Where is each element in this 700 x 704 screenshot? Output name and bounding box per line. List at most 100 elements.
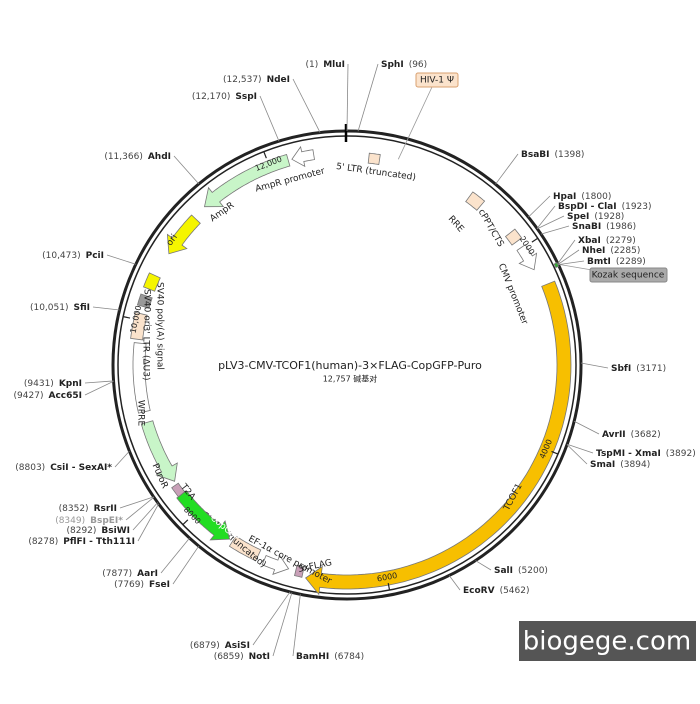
enzyme-label: BspDI - ClaI (1923)	[558, 202, 652, 212]
feature-label: SV40 ori	[142, 289, 152, 327]
ruler-tick	[123, 316, 131, 319]
enzyme-name: BspDI - ClaI	[558, 202, 617, 212]
enzyme-name: KpnI	[59, 379, 82, 389]
enzyme-name: PflFI - Tth111I	[63, 537, 135, 547]
enzyme-name: SnaBI	[572, 222, 601, 232]
enzyme-leader	[84, 380, 114, 384]
enzyme-leader	[252, 591, 291, 646]
enzyme-label: SphI (96)	[381, 60, 427, 70]
enzyme-label: NheI (2285)	[582, 246, 640, 256]
enzyme-leader	[495, 153, 519, 185]
enzyme-name: XbaI	[578, 236, 601, 246]
ruler-tick	[263, 151, 267, 159]
enzyme-position: (11,366)	[104, 152, 143, 162]
enzyme-position: (6784)	[334, 652, 364, 662]
enzyme-label: (9427) Acc65I	[14, 391, 82, 401]
enzyme-name: NheI	[582, 246, 605, 256]
enzyme-label: BmtI (2289)	[587, 257, 646, 267]
enzyme-label: AvrII (3682)	[602, 430, 661, 440]
enzyme-position: (10,051)	[30, 303, 69, 313]
enzyme-position: (6859)	[214, 652, 244, 662]
enzyme-name: SfiI	[73, 303, 90, 313]
enzyme-leader	[557, 239, 576, 264]
ruler-tick	[551, 450, 559, 455]
enzyme-leader	[84, 380, 114, 396]
enzyme-label: (10,051) SfiI	[30, 303, 90, 313]
enzyme-leader	[119, 496, 154, 509]
enzyme-position: (8278)	[28, 537, 58, 547]
enzyme-position: (96)	[409, 60, 427, 70]
feature-label: SV40 poly(A) signal	[155, 282, 165, 370]
enzyme-name: BmtI	[587, 257, 611, 267]
enzyme-leader	[566, 444, 588, 465]
callout-box	[415, 72, 459, 88]
enzyme-name: AvrII	[602, 430, 626, 440]
enzyme-position: (12,537)	[223, 75, 262, 85]
enzyme-name: BamHI	[296, 652, 329, 662]
enzyme-name: BsiWI	[101, 526, 130, 536]
enzyme-name: SspI	[235, 92, 257, 102]
enzyme-leader	[292, 594, 301, 657]
callout-line	[558, 263, 593, 271]
enzyme-position: (5462)	[500, 586, 530, 596]
enzyme-position: (2285)	[610, 246, 640, 256]
enzyme-name: AhdI	[148, 152, 171, 162]
enzyme-position: (1923)	[622, 202, 652, 212]
enzyme-label: SnaBI (1986)	[572, 222, 636, 232]
enzyme-leader	[292, 78, 321, 133]
enzyme-label: (12,170) SspI	[192, 92, 257, 102]
enzyme-label: SmaI (3894)	[590, 460, 650, 470]
enzyme-position: (1)	[305, 60, 318, 70]
enzyme-leader	[357, 63, 379, 132]
enzyme-position: (10,473)	[42, 251, 81, 261]
feature	[553, 262, 560, 269]
enzyme-leader	[173, 155, 200, 185]
enzyme-position: (1800)	[581, 192, 611, 202]
enzyme-leader	[92, 306, 120, 311]
enzyme-leader	[172, 545, 200, 585]
enzyme-leader	[160, 537, 190, 574]
enzyme-label: (10,473) PciI	[42, 251, 104, 261]
feature-label: Kozak sequence	[592, 271, 665, 281]
enzyme-leader	[346, 63, 349, 132]
enzyme-name: AsiSI	[225, 641, 250, 651]
enzyme-leader	[540, 225, 570, 235]
plasmid-title: pLV3-CMV-TCOF1(human)-3×FLAG-CopGFP-Puro	[218, 359, 482, 372]
enzyme-position: (9431)	[24, 379, 54, 389]
feature	[504, 228, 523, 246]
feature	[291, 145, 315, 168]
enzyme-position: (2289)	[616, 257, 646, 267]
enzyme-label: SalI (5200)	[494, 566, 548, 576]
enzyme-leader	[114, 450, 130, 468]
enzyme-label: (11,366) AhdI	[104, 152, 171, 162]
enzyme-label: SpeI (1928)	[567, 212, 624, 222]
enzyme-position: (12,170)	[192, 92, 231, 102]
enzyme-label: (12,537) NdeI	[223, 75, 290, 85]
enzyme-label: (8278) PflFI - Tth111I	[28, 537, 135, 547]
enzyme-leader	[272, 592, 293, 657]
feature-label: 3' LTR (ΔU3)	[141, 326, 151, 381]
enzyme-leader	[475, 560, 492, 571]
enzyme-label: EcoRV (5462)	[463, 586, 530, 596]
feature	[176, 490, 231, 541]
plasmid-length: 12,757 碱基对	[323, 374, 378, 384]
enzyme-label: (7769) FseI	[114, 580, 170, 590]
feature	[166, 214, 201, 255]
enzyme-label: (8352) RsrII	[59, 504, 117, 514]
enzyme-name: SbfI	[611, 364, 631, 374]
enzyme-name: BspEI*	[90, 516, 123, 526]
enzyme-position: (3892)	[666, 449, 696, 459]
enzyme-position: (8803)	[15, 463, 45, 473]
enzyme-label: XbaI (2279)	[578, 236, 636, 246]
enzyme-name: SphI	[381, 60, 404, 70]
enzyme-leader	[125, 496, 155, 521]
enzyme-leader	[259, 95, 280, 142]
enzyme-name: RsrII	[94, 504, 117, 514]
enzyme-position: (3682)	[631, 430, 661, 440]
enzyme-position: (2279)	[606, 236, 636, 246]
enzyme-name: NotI	[249, 652, 270, 662]
feature	[132, 342, 151, 414]
feature	[228, 535, 262, 562]
